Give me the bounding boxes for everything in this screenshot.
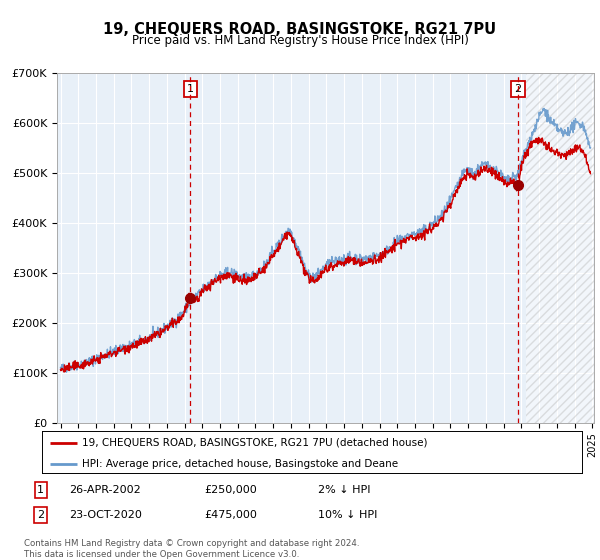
Text: 2% ↓ HPI: 2% ↓ HPI [318,485,371,495]
Text: 2: 2 [514,84,521,94]
Text: 1: 1 [187,84,194,94]
Text: 19, CHEQUERS ROAD, BASINGSTOKE, RG21 7PU: 19, CHEQUERS ROAD, BASINGSTOKE, RG21 7PU [103,22,497,38]
Text: 10% ↓ HPI: 10% ↓ HPI [318,510,377,520]
Text: 26-APR-2002: 26-APR-2002 [69,485,141,495]
Text: £250,000: £250,000 [204,485,257,495]
Text: Contains HM Land Registry data © Crown copyright and database right 2024.
This d: Contains HM Land Registry data © Crown c… [24,539,359,559]
Text: 23-OCT-2020: 23-OCT-2020 [69,510,142,520]
Text: 19, CHEQUERS ROAD, BASINGSTOKE, RG21 7PU (detached house): 19, CHEQUERS ROAD, BASINGSTOKE, RG21 7PU… [83,438,428,448]
Text: HPI: Average price, detached house, Basingstoke and Deane: HPI: Average price, detached house, Basi… [83,459,398,469]
Text: 2: 2 [37,510,44,520]
Text: £475,000: £475,000 [204,510,257,520]
Bar [526,73,600,423]
Text: Price paid vs. HM Land Registry's House Price Index (HPI): Price paid vs. HM Land Registry's House … [131,34,469,46]
Text: 1: 1 [37,485,44,495]
